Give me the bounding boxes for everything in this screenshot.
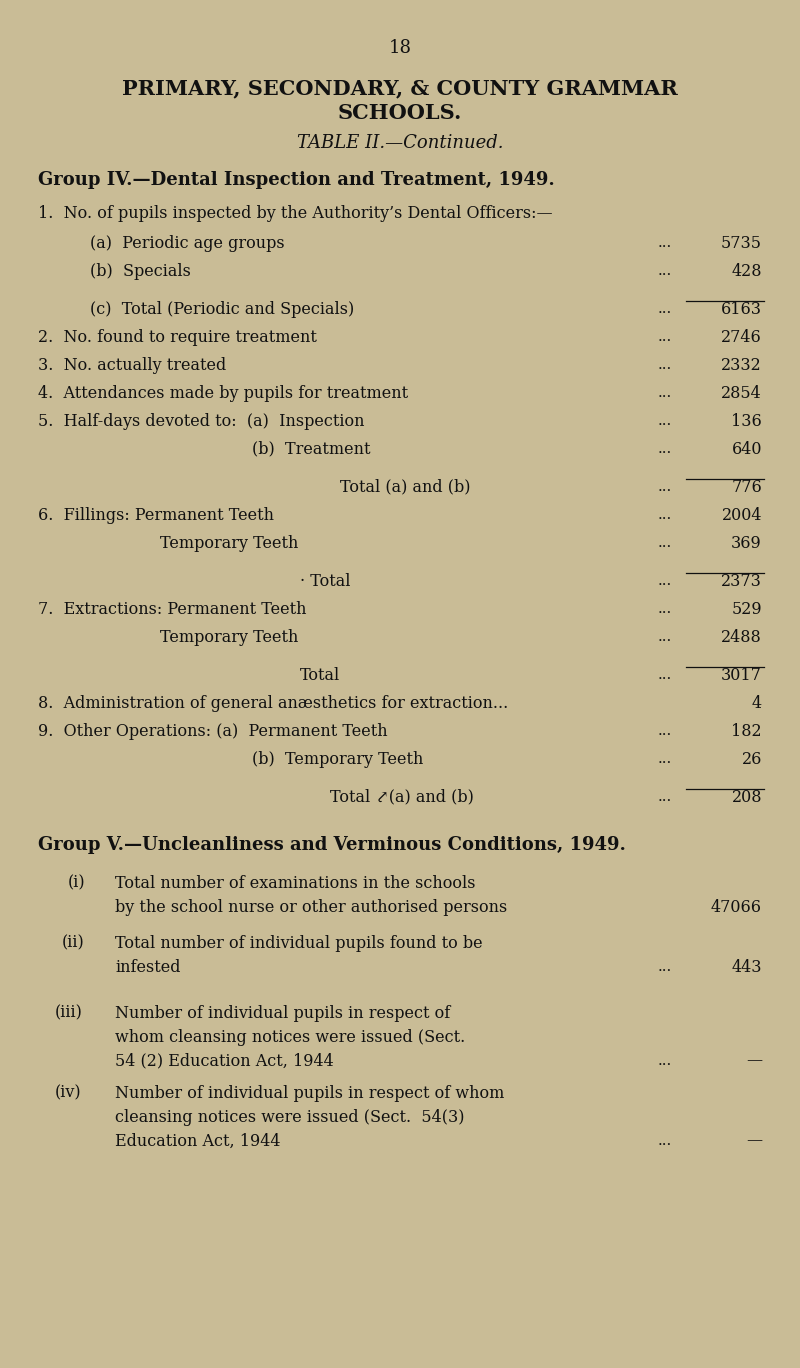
Text: (b)  Specials: (b) Specials	[90, 263, 191, 279]
Text: (iii): (iii)	[55, 1004, 83, 1022]
Text: 8.  Administration of general anæsthetics for extraction...: 8. Administration of general anæsthetics…	[38, 695, 508, 711]
Text: SCHOOLS.: SCHOOLS.	[338, 103, 462, 123]
Text: ...: ...	[658, 536, 672, 550]
Text: ...: ...	[658, 330, 672, 343]
Text: ...: ...	[658, 752, 672, 766]
Text: 2746: 2746	[722, 328, 762, 346]
Text: 4: 4	[752, 695, 762, 711]
Text: Temporary Teeth: Temporary Teeth	[160, 535, 298, 551]
Text: infested: infested	[115, 959, 181, 975]
Text: 6163: 6163	[721, 301, 762, 317]
Text: —: —	[746, 1052, 762, 1070]
Text: Total (a) and (b): Total (a) and (b)	[340, 479, 470, 495]
Text: PRIMARY, SECONDARY, & COUNTY GRAMMAR: PRIMARY, SECONDARY, & COUNTY GRAMMAR	[122, 78, 678, 98]
Text: ...: ...	[658, 358, 672, 372]
Text: 369: 369	[731, 535, 762, 551]
Text: Temporary Teeth: Temporary Teeth	[160, 628, 298, 646]
Text: —: —	[746, 1133, 762, 1149]
Text: ...: ...	[658, 264, 672, 278]
Text: ...: ...	[658, 724, 672, 737]
Text: (a)  Periodic age groups: (a) Periodic age groups	[90, 234, 285, 252]
Text: ...: ...	[658, 386, 672, 399]
Text: 640: 640	[731, 440, 762, 457]
Text: ...: ...	[658, 480, 672, 494]
Text: ...: ...	[658, 1053, 672, 1068]
Text: (b)  Treatment: (b) Treatment	[252, 440, 370, 457]
Text: 1.  No. of pupils inspected by the Authority’s Dental Officers:—: 1. No. of pupils inspected by the Author…	[38, 204, 553, 222]
Text: 6.  Fillings: Permanent Teeth: 6. Fillings: Permanent Teeth	[38, 506, 274, 524]
Text: Total number of examinations in the schools: Total number of examinations in the scho…	[115, 874, 475, 892]
Text: 2854: 2854	[722, 384, 762, 401]
Text: 2.  No. found to require treatment: 2. No. found to require treatment	[38, 328, 317, 346]
Text: Total number of individual pupils found to be: Total number of individual pupils found …	[115, 934, 482, 952]
Text: (i): (i)	[68, 874, 86, 892]
Text: ...: ...	[658, 602, 672, 616]
Text: 529: 529	[731, 601, 762, 617]
Text: 428: 428	[731, 263, 762, 279]
Text: by the school nurse or other authorised persons: by the school nurse or other authorised …	[115, 899, 507, 915]
Text: (c)  Total (Periodic and Specials): (c) Total (Periodic and Specials)	[90, 301, 354, 317]
Text: 54 (2) Education Act, 1944: 54 (2) Education Act, 1944	[115, 1052, 334, 1070]
Text: ...: ...	[658, 508, 672, 523]
Text: Total ⤤(a) and (b): Total ⤤(a) and (b)	[330, 788, 474, 806]
Text: 3.  No. actually treated: 3. No. actually treated	[38, 357, 226, 373]
Text: Total: Total	[300, 666, 340, 684]
Text: 7.  Extractions: Permanent Teeth: 7. Extractions: Permanent Teeth	[38, 601, 306, 617]
Text: 18: 18	[389, 40, 411, 57]
Text: 2332: 2332	[722, 357, 762, 373]
Text: ...: ...	[658, 575, 672, 588]
Text: 136: 136	[731, 413, 762, 430]
Text: (ii): (ii)	[62, 934, 85, 952]
Text: ...: ...	[658, 302, 672, 316]
Text: 443: 443	[731, 959, 762, 975]
Text: Education Act, 1944: Education Act, 1944	[115, 1133, 281, 1149]
Text: 26: 26	[742, 751, 762, 767]
Text: Group V.—Uncleanliness and Verminous Conditions, 1949.: Group V.—Uncleanliness and Verminous Con…	[38, 836, 626, 854]
Text: Number of individual pupils in respect of: Number of individual pupils in respect o…	[115, 1004, 450, 1022]
Text: Group IV.—Dental Inspection and Treatment, 1949.: Group IV.—Dental Inspection and Treatmen…	[38, 171, 554, 189]
Text: (iv): (iv)	[55, 1085, 82, 1101]
Text: 182: 182	[731, 722, 762, 740]
Text: · Total: · Total	[300, 572, 350, 590]
Text: 47066: 47066	[711, 899, 762, 915]
Text: ...: ...	[658, 668, 672, 683]
Text: Number of individual pupils in respect of whom: Number of individual pupils in respect o…	[115, 1085, 504, 1101]
Text: whom cleansing notices were issued (Sect.: whom cleansing notices were issued (Sect…	[115, 1029, 466, 1045]
Text: ...: ...	[658, 415, 672, 428]
Text: 2488: 2488	[722, 628, 762, 646]
Text: 2004: 2004	[722, 506, 762, 524]
Text: 5.  Half-days devoted to:  (a)  Inspection: 5. Half-days devoted to: (a) Inspection	[38, 413, 365, 430]
Text: ...: ...	[658, 960, 672, 974]
Text: 2373: 2373	[721, 572, 762, 590]
Text: 208: 208	[731, 788, 762, 806]
Text: (b)  Temporary Teeth: (b) Temporary Teeth	[252, 751, 423, 767]
Text: ...: ...	[658, 442, 672, 456]
Text: ...: ...	[658, 631, 672, 644]
Text: 5735: 5735	[721, 234, 762, 252]
Text: ...: ...	[658, 237, 672, 250]
Text: cleansing notices were issued (Sect.  54(3): cleansing notices were issued (Sect. 54(…	[115, 1108, 465, 1126]
Text: ...: ...	[658, 789, 672, 804]
Text: ...: ...	[658, 1134, 672, 1148]
Text: 776: 776	[731, 479, 762, 495]
Text: 4.  Attendances made by pupils for treatment: 4. Attendances made by pupils for treatm…	[38, 384, 408, 401]
Text: TABLE II.—Continued.: TABLE II.—Continued.	[297, 134, 503, 152]
Text: 9.  Other Operations: (a)  Permanent Teeth: 9. Other Operations: (a) Permanent Teeth	[38, 722, 388, 740]
Text: 3017: 3017	[721, 666, 762, 684]
